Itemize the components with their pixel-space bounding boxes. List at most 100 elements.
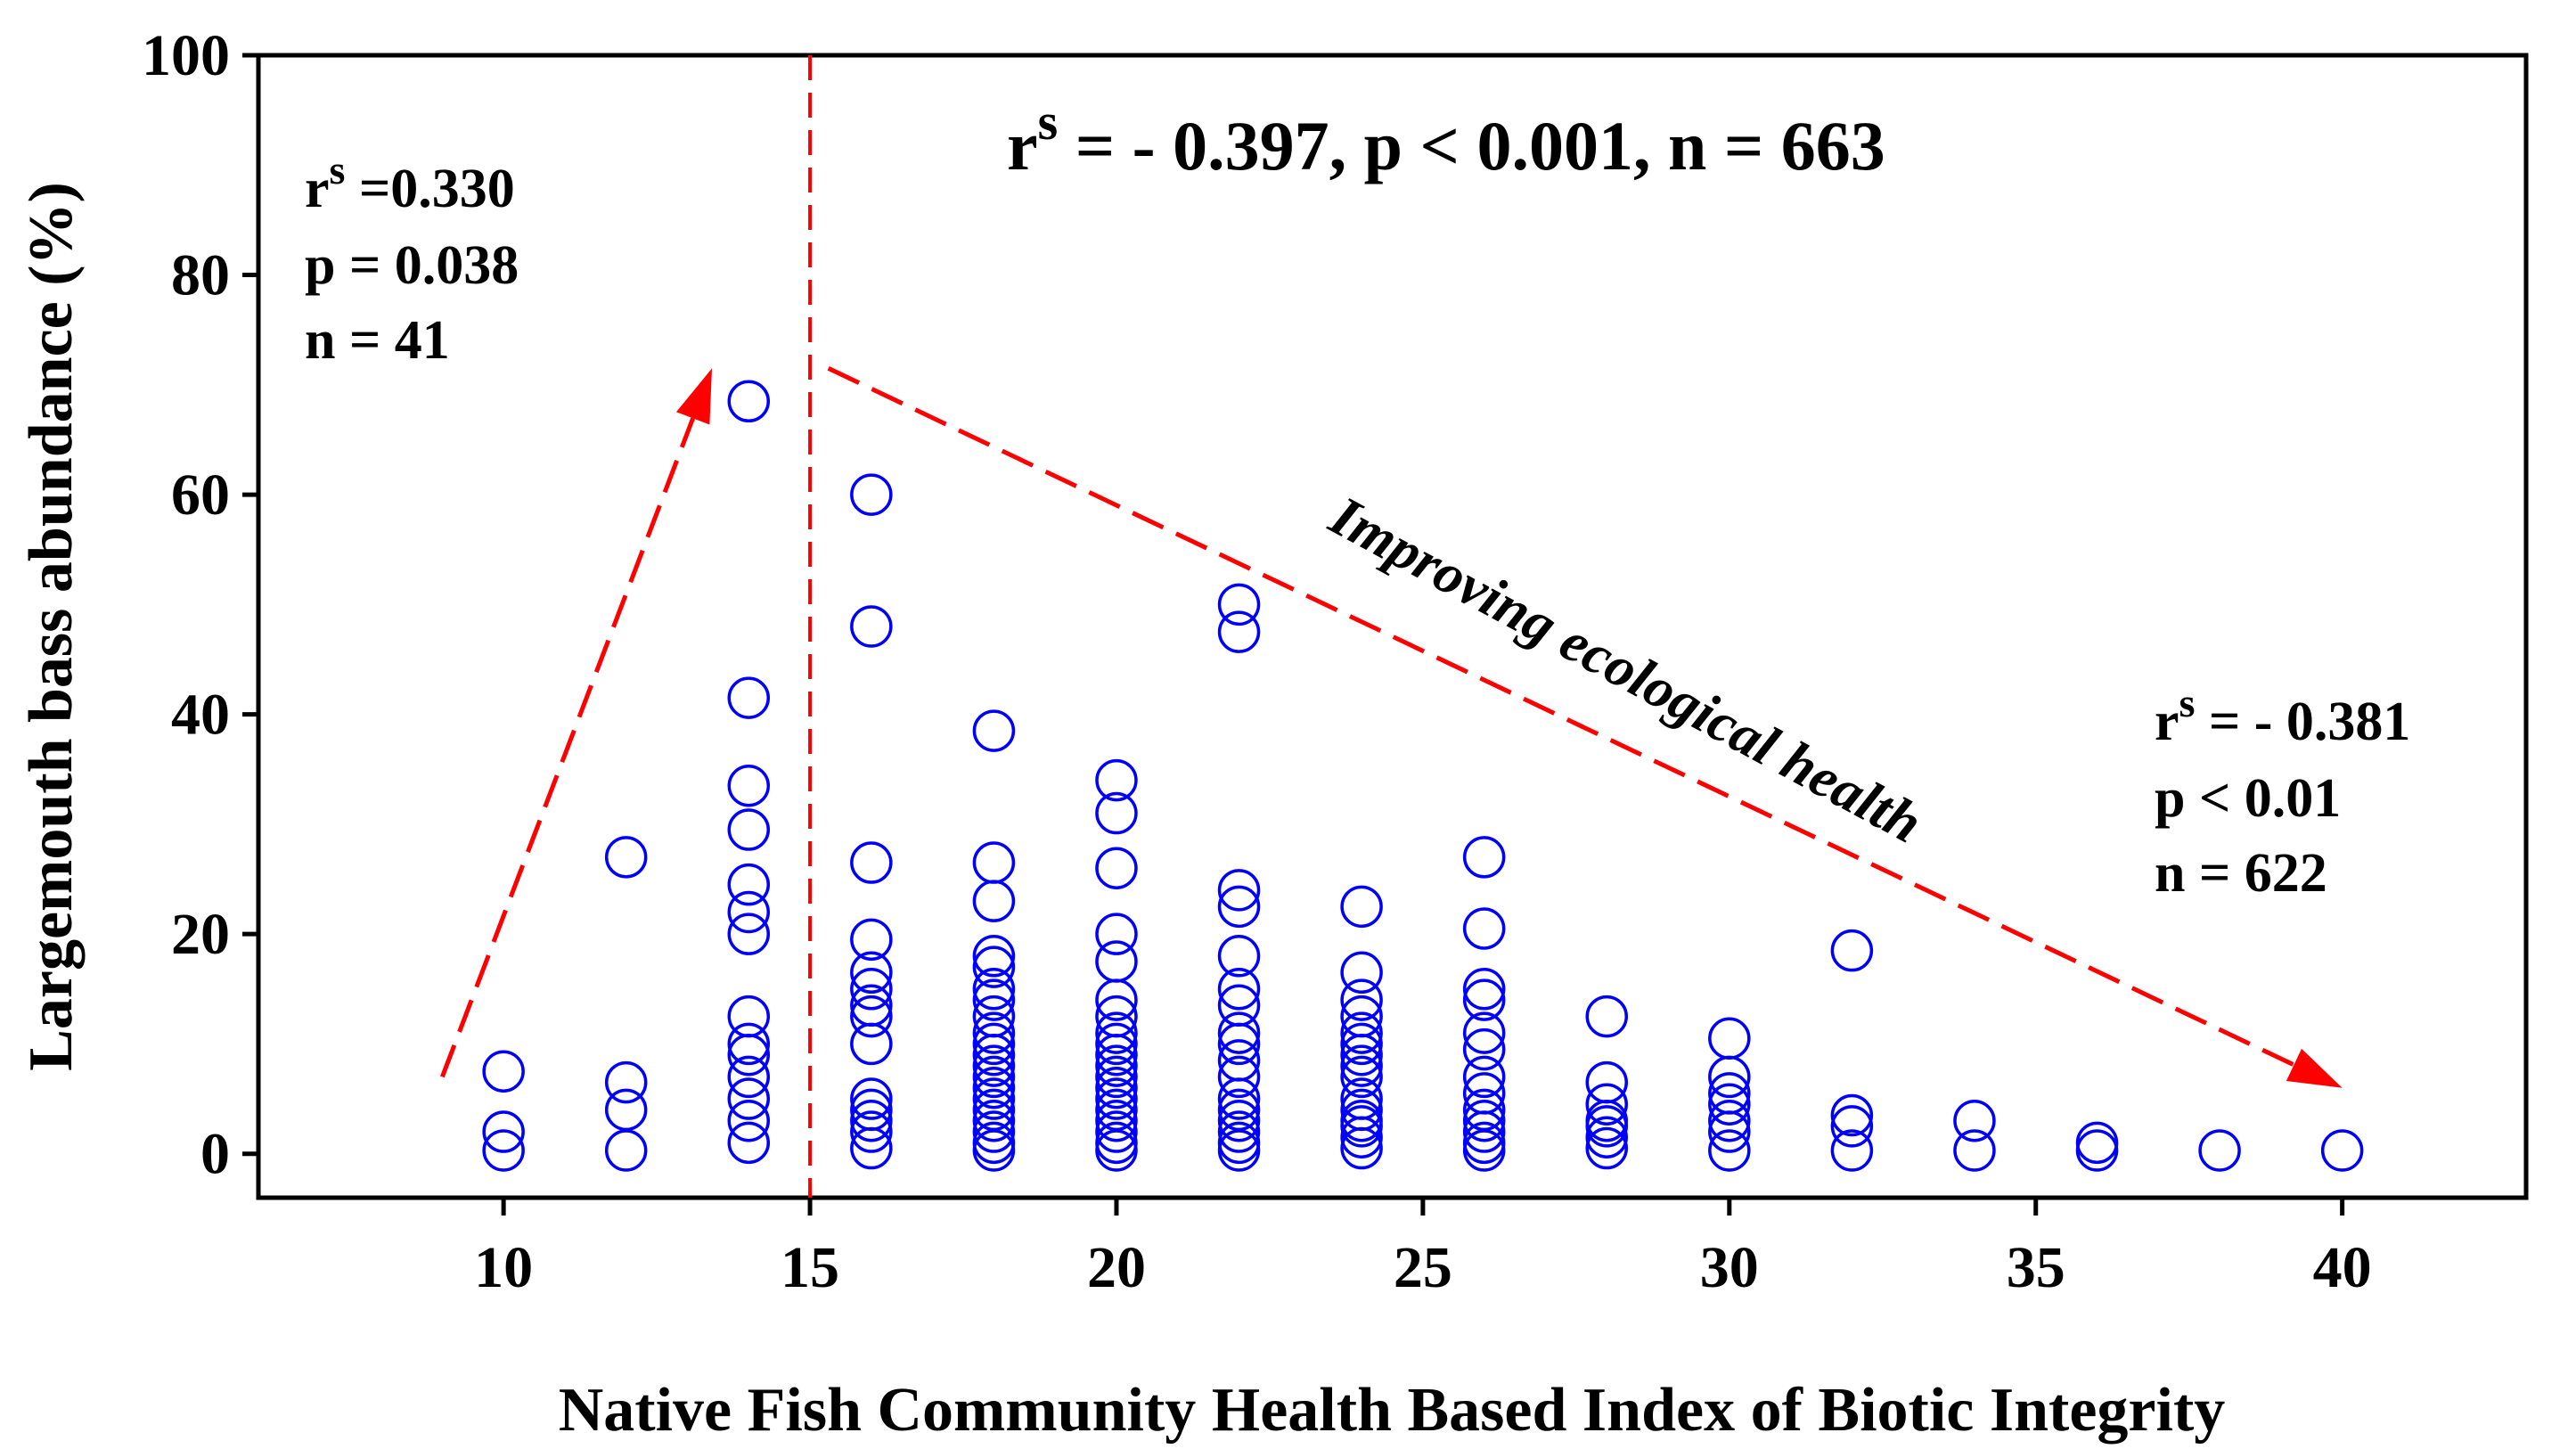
data-point (1462, 1055, 1506, 1099)
data-point (972, 1022, 1016, 1066)
data-point (1830, 1129, 1874, 1172)
data-point (1585, 1116, 1628, 1158)
data-point (1095, 1110, 1138, 1153)
data-point (2198, 1129, 2241, 1172)
data-point (1095, 1034, 1138, 1077)
data-point (972, 1055, 1016, 1099)
y-tick-label: 40 (171, 683, 230, 748)
data-point (1585, 1126, 1628, 1170)
right-p-annotation: p < 0.01 (2155, 768, 2341, 829)
data-point (1708, 1017, 1751, 1060)
data-point (850, 1110, 893, 1153)
right-trend-arrow-shaft (827, 366, 2295, 1068)
data-point (850, 951, 893, 995)
overall-rs-symbol: r (1007, 107, 1038, 184)
data-point (972, 1044, 1016, 1087)
x-axis-label: Native Fish Community Health Based Index… (559, 1376, 2226, 1445)
data-point (1095, 1066, 1138, 1109)
data-point (972, 1077, 1016, 1120)
data-point (727, 1077, 771, 1120)
data-point (850, 841, 893, 884)
data-point (1217, 610, 1261, 653)
x-tick-label: 35 (2007, 1235, 2065, 1300)
data-point (1462, 978, 1506, 1021)
data-point (1462, 836, 1506, 879)
data-point (972, 1011, 1016, 1054)
data-point (2320, 1129, 2364, 1172)
x-tick-label: 30 (1700, 1235, 1759, 1300)
data-point (727, 808, 771, 851)
data-point (2075, 1121, 2119, 1165)
data-point (1830, 1093, 1874, 1137)
data-point (1340, 1055, 1383, 1099)
right-rs-annotation: rs = - 0.381 (2155, 680, 2410, 752)
y-tick-label: 100 (142, 23, 230, 88)
data-point (1340, 951, 1383, 995)
data-point (850, 1022, 893, 1066)
x-tick-label: 20 (1087, 1235, 1146, 1300)
data-point (727, 1022, 771, 1066)
data-point (727, 863, 771, 906)
left-rs-annotation: rs =0.330 (305, 147, 515, 219)
data-point (972, 1110, 1016, 1153)
data-point (850, 1126, 893, 1170)
data-point (1462, 968, 1506, 1011)
left-rs-superscript: s (330, 147, 346, 192)
data-point (1340, 1126, 1383, 1170)
right-trend-arrow-head (2286, 1048, 2343, 1088)
data-point (1830, 1105, 1874, 1148)
data-point (1217, 1011, 1261, 1054)
data-point (727, 1034, 771, 1077)
data-point (850, 1077, 893, 1120)
data-point (972, 1129, 1016, 1172)
data-point (727, 890, 771, 934)
data-point (850, 1099, 893, 1142)
data-point (850, 473, 893, 516)
left-n-annotation: n = 41 (305, 310, 450, 371)
data-point (604, 836, 648, 879)
data-point (1340, 1044, 1383, 1087)
data-point (2075, 1129, 2119, 1172)
left-trend-arrow-head (675, 368, 712, 425)
data-point (1340, 1034, 1383, 1077)
data-point (1462, 1011, 1506, 1054)
data-point (1217, 1129, 1261, 1172)
data-point (1217, 1022, 1261, 1066)
data-point (972, 1034, 1016, 1077)
trend-arrow-label: Improving ecological health (1320, 483, 1933, 855)
data-point (1830, 929, 1874, 972)
data-point (1217, 885, 1261, 929)
data-point (1217, 1039, 1261, 1082)
overall-rs-stats: = - 0.397, p < 0.001, n = 663 (1058, 107, 1885, 184)
data-point (1585, 995, 1628, 1038)
data-point (972, 1066, 1016, 1109)
data-point (972, 946, 1016, 988)
data-point (1340, 1011, 1383, 1054)
overall-correlation-annotation: rs = - 0.397, p < 0.001, n = 663 (1007, 93, 1885, 184)
plot-area (256, 53, 2529, 1200)
data-point (850, 1088, 893, 1132)
data-point (1708, 1099, 1751, 1142)
data-point (850, 605, 893, 648)
data-points (482, 380, 2364, 1172)
left-rs-symbol: r (305, 159, 330, 219)
data-point (1708, 1055, 1751, 1099)
data-point (1095, 913, 1138, 955)
data-point (1217, 869, 1261, 912)
data-point (1217, 1099, 1261, 1142)
data-point (482, 1129, 525, 1172)
data-point (727, 913, 771, 955)
data-point (1585, 1105, 1628, 1148)
y-tick-label: 0 (200, 1122, 230, 1187)
data-point (972, 935, 1016, 978)
data-point (1462, 1027, 1506, 1071)
data-point (727, 764, 771, 807)
data-point (1217, 583, 1261, 626)
data-point (972, 978, 1016, 1021)
trend-arrows (440, 366, 2343, 1088)
data-point (1095, 1044, 1138, 1087)
left-trend-arrow-shaft (440, 417, 695, 1078)
data-point (604, 1129, 648, 1172)
x-axis-ticks: 10 15 20 25 30 35 40 (474, 1198, 2372, 1300)
data-point (1585, 1060, 1628, 1104)
